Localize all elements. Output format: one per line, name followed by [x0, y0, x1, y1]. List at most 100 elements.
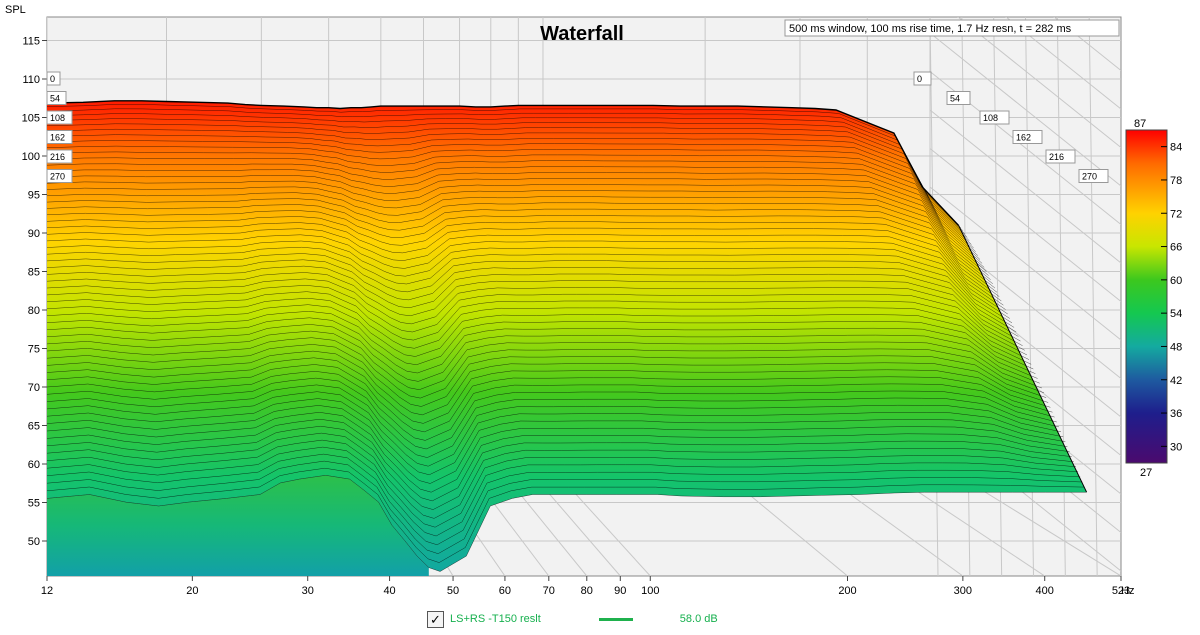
wall-grid-line	[929, 148, 1121, 302]
wall-grid-line	[929, 186, 1121, 341]
time-slice-line	[47, 350, 1049, 416]
x-tick-label: 70	[543, 585, 555, 597]
y-tick-label: 85	[28, 267, 40, 279]
x-tick-label: 300	[954, 585, 972, 597]
time-slice-line	[47, 304, 1034, 370]
time-slice-line	[47, 398, 1064, 476]
time-slice-line	[47, 439, 1077, 528]
chart-title: Waterfall	[540, 23, 624, 45]
time-slice-line	[47, 240, 1013, 324]
y-tick-label: 55	[28, 498, 40, 510]
colorbar-tick-label: 78	[1170, 175, 1182, 187]
time-slice-line	[47, 291, 1030, 360]
time-slice-line	[47, 140, 976, 252]
wall-grid-line	[929, 32, 1121, 187]
time-slice-line	[47, 425, 1072, 510]
time-axis: 0 0 54 54 108 108 162 162 216 216 270 270	[46, 71, 1109, 183]
time-slice-line	[47, 344, 1047, 407]
y-tick-label: 65	[28, 421, 40, 433]
time-slice-line	[47, 412, 1068, 493]
x-tick-label: 100	[641, 585, 659, 597]
time-slice-line	[47, 357, 1051, 424]
time-slice-line	[47, 204, 1000, 297]
colorbar-scale	[1125, 129, 1168, 464]
time-tick-box	[1078, 169, 1109, 183]
time-slice-line	[47, 145, 978, 256]
waterfall-surface	[47, 100, 1088, 576]
time-slice-line	[47, 104, 961, 229]
time-slice-line	[47, 377, 1057, 450]
time-tick-label: 54	[950, 94, 960, 104]
time-slice-line	[47, 330, 1042, 390]
time-slice-line	[47, 475, 1087, 572]
x-tick-label: 50	[447, 585, 459, 597]
time-slice-line	[47, 134, 974, 249]
info-text: 500 ms window, 100 ms rise time, 1.7 Hz …	[789, 23, 1072, 35]
y-tick-label: 100	[22, 151, 40, 163]
time-tick-label: 162	[50, 133, 65, 143]
check-icon: ✓	[430, 611, 441, 627]
time-slice-line	[47, 253, 1017, 333]
time-tick-label: 162	[1016, 133, 1031, 143]
time-slice-line	[47, 180, 991, 280]
time-slice-line	[47, 118, 968, 238]
time-slice-line	[47, 384, 1059, 458]
time-slice-line	[47, 192, 996, 289]
time-slice-line	[47, 123, 970, 241]
time-slice-line	[47, 265, 1021, 342]
time-slice-line	[47, 285, 1028, 356]
time-tick-label: 54	[50, 94, 60, 104]
time-slice-line	[47, 198, 998, 293]
colorbar-tick-label: 30	[1170, 441, 1182, 453]
time-tick-label: 108	[50, 113, 65, 123]
time-slice-line	[47, 228, 1008, 315]
colorbar-tick-label: 54	[1170, 308, 1182, 320]
wall-grid-line	[929, 109, 1121, 264]
time-tick-label: 108	[983, 113, 998, 123]
time-tick-box	[46, 130, 73, 144]
time-slice-line	[47, 151, 981, 260]
time-tick-label: 216	[1049, 152, 1064, 162]
time-slice-line	[47, 186, 993, 284]
time-slice-line	[47, 453, 1081, 546]
y-tick-label: 75	[28, 344, 40, 356]
time-slice-line	[47, 259, 1019, 337]
front-slice-fill	[47, 475, 429, 576]
colorbar-tick-label: 84	[1170, 142, 1182, 154]
time-slice-line	[47, 432, 1074, 519]
time-tick-label: 270	[50, 172, 65, 182]
colorbar-min: 27	[1140, 467, 1152, 479]
time-slice-line	[47, 297, 1032, 365]
colorbar-tick-label: 60	[1170, 275, 1182, 287]
y-tick-label: 60	[28, 459, 40, 471]
time-slice-line	[47, 246, 1015, 328]
time-slice-line	[47, 391, 1062, 467]
legend: ✓ LS+RS -T150 reslt 58.0 dB	[427, 609, 718, 629]
y-tick-label: 110	[22, 74, 40, 86]
time-slice-line	[47, 175, 989, 276]
time-slice-line	[47, 108, 964, 231]
x-axis: 12 20 30 40 50 60 70 80 90 100 200 300 400 523	[41, 576, 1130, 597]
legend-checkbox[interactable]: ✓	[427, 610, 444, 628]
time-tick-label: 0	[50, 74, 55, 84]
colorbar-tick-label: 42	[1170, 375, 1182, 387]
time-slice-line	[47, 460, 1083, 554]
time-slice-line	[47, 405, 1066, 484]
time-tick-label: 216	[50, 152, 65, 162]
time-tick-box	[46, 71, 61, 86]
time-tick-box	[1012, 130, 1043, 144]
time-tick-box	[979, 110, 1010, 125]
time-tick-label: 270	[1082, 172, 1097, 182]
time-slice-line	[47, 100, 960, 226]
time-slice-line	[47, 222, 1006, 310]
x-tick-label: 30	[302, 585, 314, 597]
legend-series-name: LS+RS -T150 reslt	[450, 613, 541, 625]
time-slice-line	[47, 163, 985, 268]
y-tick-label: 115	[22, 36, 40, 48]
y-tick-label: 95	[28, 190, 40, 202]
y-tick-label: 105	[22, 113, 40, 125]
colorbar-tick-label: 66	[1170, 242, 1182, 254]
x-tick-label: 60	[499, 585, 511, 597]
time-tick-box	[946, 91, 971, 105]
x-tick-label: 200	[838, 585, 856, 597]
